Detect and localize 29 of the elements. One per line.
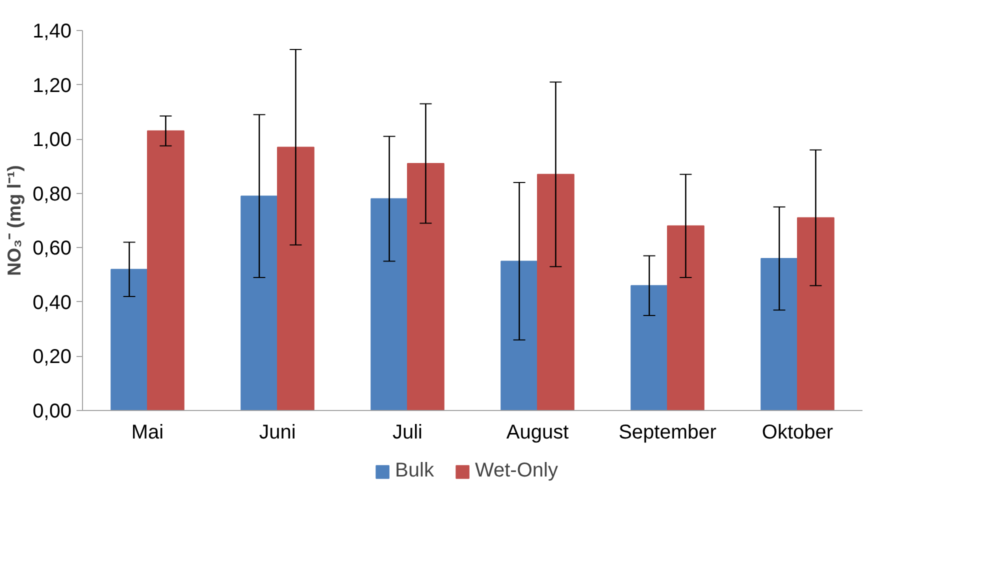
bar [407, 163, 444, 410]
bar [240, 196, 278, 410]
y-tick-label: 0,40 [32, 292, 72, 314]
bar [630, 285, 668, 410]
x-tick-label: August [506, 422, 570, 444]
bar [760, 258, 798, 410]
y-tick-label: 0,20 [32, 346, 72, 368]
y-tick-label: 1,00 [32, 129, 72, 152]
bar [277, 146, 314, 410]
x-tick-label: September [618, 422, 717, 444]
x-tick-label: Oktober [762, 422, 834, 444]
y-tick-label: 0,60 [32, 238, 72, 260]
bar [370, 198, 408, 410]
y-tick-label: 0,00 [32, 400, 72, 422]
bar [537, 174, 574, 410]
y-axis-title: NO₃⁻ (mg l⁻¹) [4, 165, 25, 276]
x-tick-label: Juli [392, 422, 423, 444]
legend-label: Bulk [395, 460, 434, 482]
bar [667, 225, 704, 410]
x-tick-label: Mai [131, 422, 164, 444]
bar [797, 217, 834, 410]
y-tick-label: 0,80 [32, 183, 72, 206]
y-tick-label: 1,20 [32, 74, 72, 97]
bar [147, 130, 184, 410]
x-tick-label: Juni [259, 422, 296, 444]
bar [500, 260, 538, 410]
y-tick-label: 1,40 [32, 20, 72, 42]
bar [110, 268, 148, 410]
legend-label: Wet-Only [474, 460, 558, 482]
